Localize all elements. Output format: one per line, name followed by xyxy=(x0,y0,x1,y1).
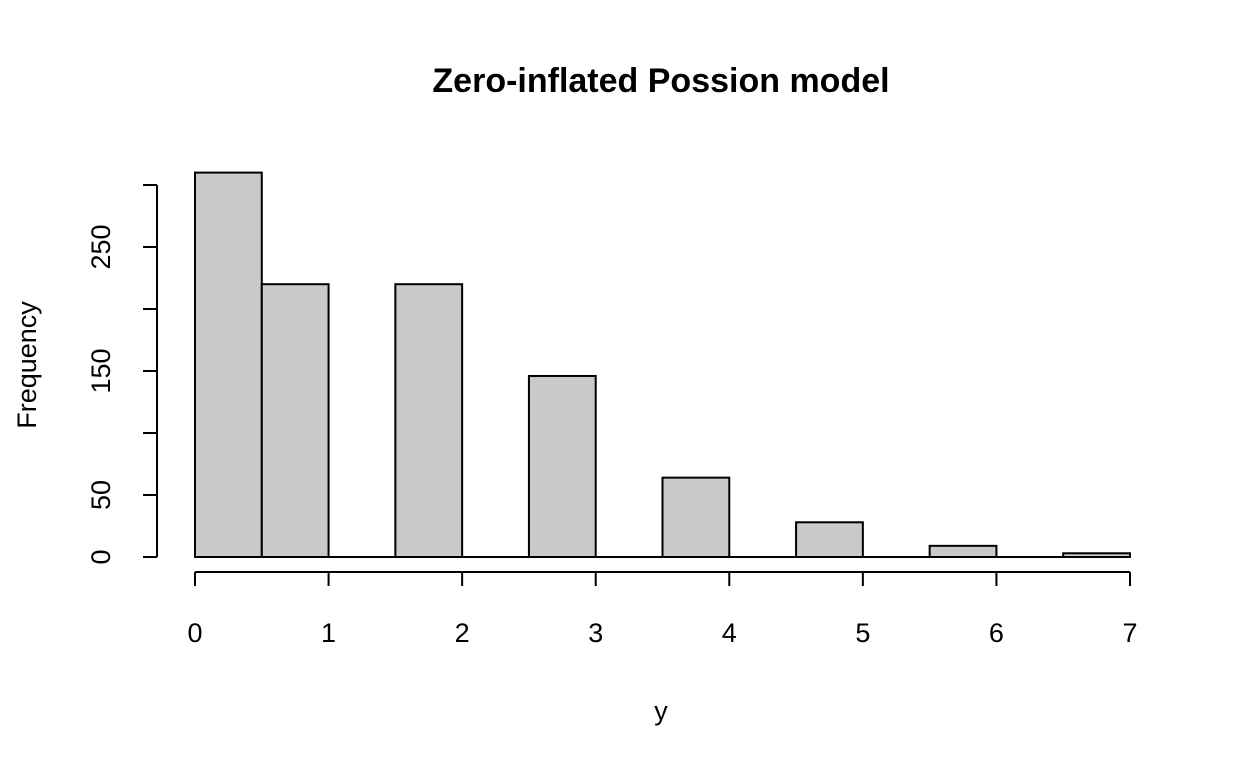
histogram-bar xyxy=(260,283,330,558)
y-tick-label: 50 xyxy=(86,480,116,510)
y-tick-label: 250 xyxy=(86,224,116,269)
histogram-bar xyxy=(194,171,263,558)
histogram-bar xyxy=(795,521,864,559)
y-ticks: 0 50 150 250 xyxy=(86,184,157,565)
chart-title: Zero-inflated Possion model xyxy=(432,62,889,100)
x-tick-label: 0 xyxy=(187,618,202,648)
histogram-bar xyxy=(394,283,464,558)
histogram-bar xyxy=(928,544,998,559)
histogram-bar xyxy=(527,374,597,558)
x-tick-label: 5 xyxy=(855,618,870,648)
x-axis: 0 1 2 3 4 5 6 7 xyxy=(187,571,1138,648)
bars-group xyxy=(194,171,1131,559)
y-axis-label: Frequency xyxy=(12,301,42,429)
x-tick-label: 6 xyxy=(989,618,1004,648)
x-tick-label: 4 xyxy=(722,618,737,648)
x-tick-label: 7 xyxy=(1122,618,1137,648)
y-axis: 0 50 150 250 xyxy=(86,184,158,565)
x-axis-label: y xyxy=(654,696,668,726)
y-tick-label: 150 xyxy=(86,348,116,393)
x-tick-label: 1 xyxy=(321,618,336,648)
y-tick-label: 0 xyxy=(86,549,116,564)
histogram-bar xyxy=(661,476,731,559)
x-ticks: 0 1 2 3 4 5 6 7 xyxy=(187,572,1138,648)
x-tick-label: 2 xyxy=(455,618,470,648)
histogram-bar xyxy=(1062,552,1131,559)
x-tick-label: 3 xyxy=(588,618,603,648)
